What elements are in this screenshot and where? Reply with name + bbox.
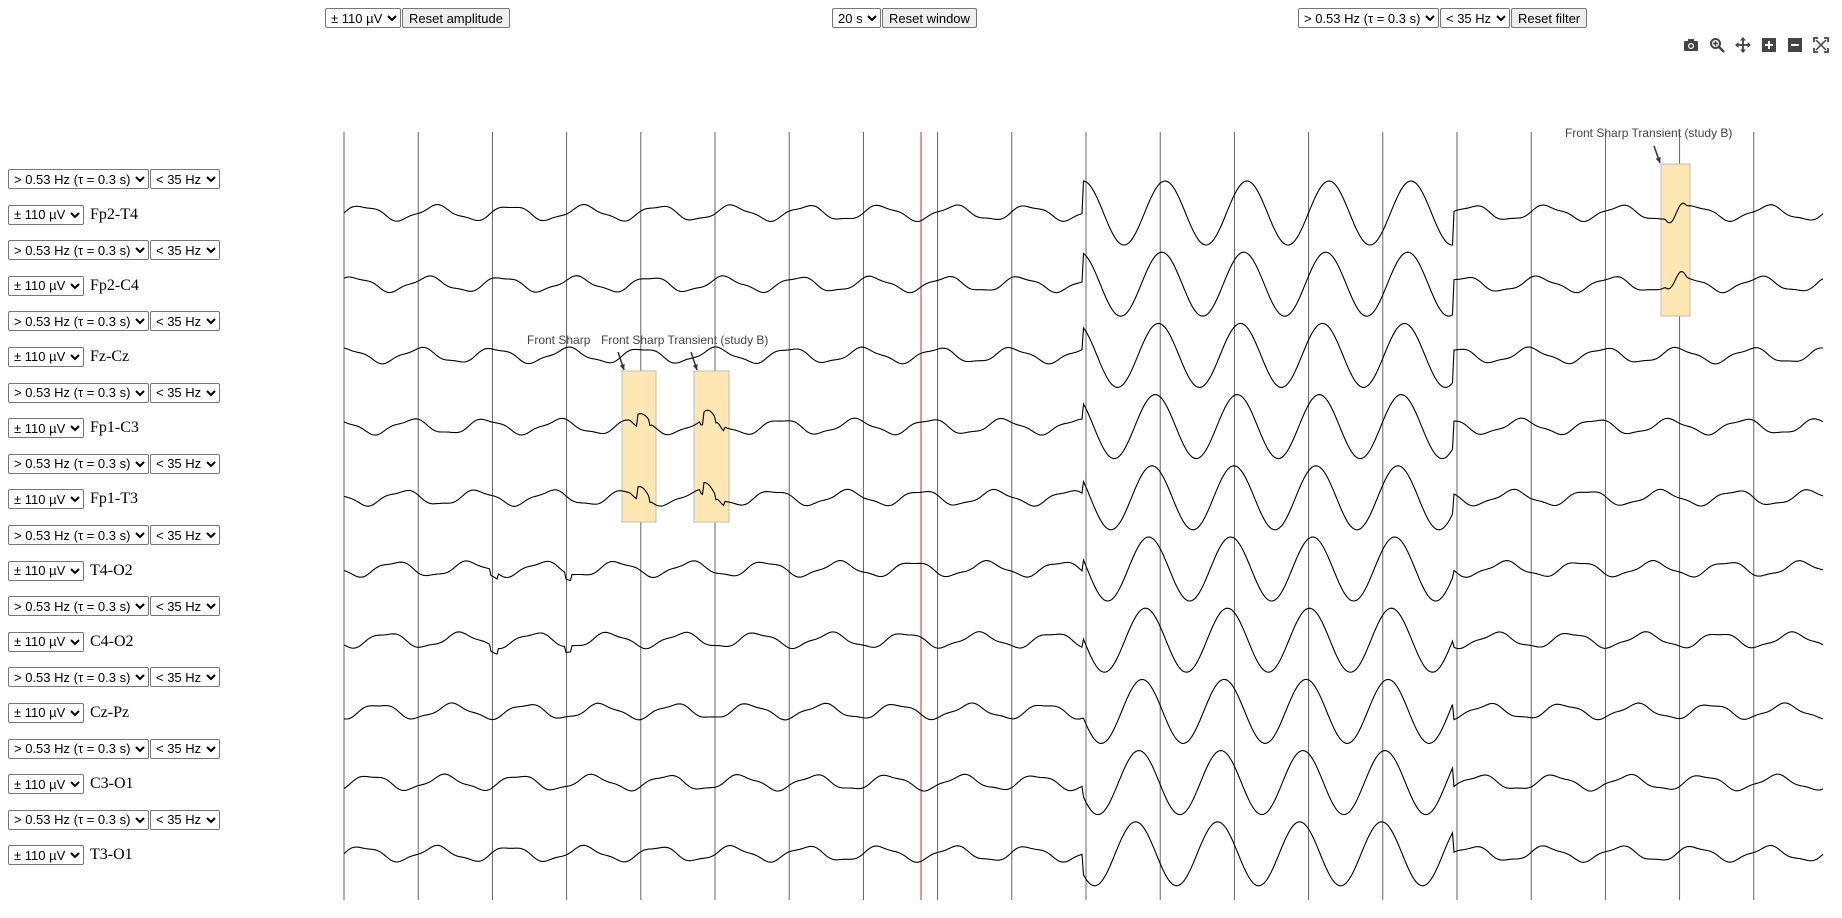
channel-label: Cz-Pz	[90, 703, 130, 721]
channel-highpass-select[interactable]: > 0.53 Hz (τ = 0.3 s)	[8, 809, 149, 830]
channel-amplitude-select[interactable]: ± 110 µV	[8, 275, 84, 296]
channel-filter-controls: > 0.53 Hz (τ = 0.3 s) < 35 Hz	[8, 169, 220, 189]
autoscale-icon[interactable]	[1810, 34, 1832, 56]
channel-label: T3-O1	[90, 846, 133, 864]
channel-filter-controls: > 0.53 Hz (τ = 0.3 s) < 35 Hz	[8, 667, 220, 688]
channel-label: Fz-Cz	[90, 347, 130, 365]
channel-highpass-select[interactable]: > 0.53 Hz (τ = 0.3 s)	[8, 667, 149, 688]
amplitude-select[interactable]: ± 110 µV	[325, 8, 401, 28]
annotation-label: Front Sharp Transient (study B)	[1565, 126, 1732, 140]
channel-highpass-select[interactable]: > 0.53 Hz (τ = 0.3 s)	[8, 240, 149, 261]
channel-highpass-select[interactable]: > 0.53 Hz (τ = 0.3 s)	[8, 311, 149, 332]
channel-amplitude-select[interactable]: ± 110 µV	[8, 489, 84, 510]
eeg-trace	[343, 536, 1824, 602]
channel-label: Fp1-T3	[90, 490, 138, 508]
eeg-trace	[343, 322, 1824, 388]
reset-window-button[interactable]: Reset window	[882, 8, 977, 28]
channel-label: C4-O2	[90, 632, 134, 650]
channel-label: Fp2-C4	[90, 276, 139, 294]
plot-modebar	[1680, 34, 1832, 56]
eeg-trace	[343, 465, 1824, 531]
channel-lowpass-select[interactable]: < 35 Hz	[150, 525, 220, 545]
highpass-select[interactable]: > 0.53 Hz (τ = 0.3 s)	[1298, 8, 1439, 28]
camera-icon[interactable]	[1680, 34, 1702, 56]
channel-filter-controls: > 0.53 Hz (τ = 0.3 s) < 35 Hz	[8, 382, 220, 403]
channel-lowpass-select[interactable]: < 35 Hz	[150, 667, 220, 688]
annotation-arrowhead	[1655, 157, 1661, 163]
channel-amplitude-select[interactable]: ± 110 µV	[8, 418, 84, 439]
window-select[interactable]: 20 s	[832, 8, 881, 28]
channel-lowpass-select[interactable]: < 35 Hz	[150, 311, 220, 332]
channel-filter-controls: > 0.53 Hz (τ = 0.3 s) < 35 Hz	[8, 596, 220, 617]
channel-filter-controls: > 0.53 Hz (τ = 0.3 s) < 35 Hz	[8, 738, 220, 759]
channel-highpass-select[interactable]: > 0.53 Hz (τ = 0.3 s)	[8, 596, 149, 617]
zoom-out-icon[interactable]	[1784, 34, 1806, 56]
channel-amplitude-select[interactable]: ± 110 µV	[8, 346, 84, 367]
channel-label: C3-O1	[90, 775, 134, 793]
channel-filter-controls: > 0.53 Hz (τ = 0.3 s) < 35 Hz	[8, 453, 220, 474]
eeg-trace	[343, 678, 1824, 744]
channel-highpass-select[interactable]: > 0.53 Hz (τ = 0.3 s)	[8, 525, 149, 545]
zoom-in-icon[interactable]	[1758, 34, 1780, 56]
channel-filter-controls: > 0.53 Hz (τ = 0.3 s) < 35 Hz	[8, 525, 220, 545]
channel-amplitude-select[interactable]: ± 110 µV	[8, 204, 84, 225]
channel-highpass-select[interactable]: > 0.53 Hz (τ = 0.3 s)	[8, 169, 149, 189]
eeg-trace	[343, 180, 1824, 246]
lowpass-select[interactable]: < 35 Hz	[1440, 8, 1510, 28]
channel-lowpass-select[interactable]: < 35 Hz	[150, 240, 220, 261]
annotation-region	[1660, 163, 1691, 317]
channel-amplitude-select[interactable]: ± 110 µV	[8, 560, 84, 581]
zoom-icon[interactable]	[1706, 34, 1728, 56]
channel-highpass-select[interactable]: > 0.53 Hz (τ = 0.3 s)	[8, 738, 149, 759]
channel-filter-controls: > 0.53 Hz (τ = 0.3 s) < 35 Hz	[8, 311, 220, 332]
reset-amplitude-button[interactable]: Reset amplitude	[402, 8, 510, 28]
window-controls: 20 s Reset window	[832, 8, 977, 28]
channel-label: T4-O2	[90, 561, 133, 579]
channel-amplitude-select[interactable]: ± 110 µV	[8, 774, 84, 795]
eeg-trace	[343, 394, 1824, 460]
channel-amplitude-select[interactable]: ± 110 µV	[8, 702, 84, 723]
annotation-region	[621, 370, 657, 523]
annotation-arrowhead	[692, 364, 698, 370]
eeg-trace	[343, 251, 1824, 317]
channel-lowpass-select[interactable]: < 35 Hz	[150, 738, 220, 759]
channel-lowpass-select[interactable]: < 35 Hz	[150, 382, 220, 403]
filter-controls: > 0.53 Hz (τ = 0.3 s) < 35 Hz Reset filt…	[1298, 8, 1588, 28]
channel-lowpass-select[interactable]: < 35 Hz	[150, 809, 220, 830]
annotation-label: Front Sharp Transient (study B)	[601, 333, 768, 347]
annotation-arrowhead	[619, 364, 625, 370]
channel-label: Fp1-C3	[90, 419, 139, 437]
channel-highpass-select[interactable]: > 0.53 Hz (τ = 0.3 s)	[8, 382, 149, 403]
eeg-trace	[343, 750, 1824, 816]
channel-filter-controls: > 0.53 Hz (τ = 0.3 s) < 35 Hz	[8, 240, 220, 261]
channel-label: Fp2-T4	[90, 205, 138, 223]
eeg-trace	[343, 821, 1824, 887]
pan-icon[interactable]	[1732, 34, 1754, 56]
channel-lowpass-select[interactable]: < 35 Hz	[150, 169, 220, 189]
reset-filter-button[interactable]: Reset filter	[1511, 8, 1588, 28]
channel-lowpass-select[interactable]: < 35 Hz	[150, 596, 220, 617]
amplitude-controls: ± 110 µV Reset amplitude	[325, 8, 510, 28]
annotation-region	[693, 370, 730, 523]
channel-highpass-select[interactable]: > 0.53 Hz (τ = 0.3 s)	[8, 453, 149, 474]
channel-amplitude-select[interactable]: ± 110 µV	[8, 845, 84, 866]
annotation-label: Front Sharp	[527, 333, 591, 347]
channel-amplitude-select[interactable]: ± 110 µV	[8, 631, 84, 652]
channel-filter-controls: > 0.53 Hz (τ = 0.3 s) < 35 Hz	[8, 809, 220, 830]
eeg-trace	[343, 607, 1824, 673]
channel-lowpass-select[interactable]: < 35 Hz	[150, 453, 220, 474]
